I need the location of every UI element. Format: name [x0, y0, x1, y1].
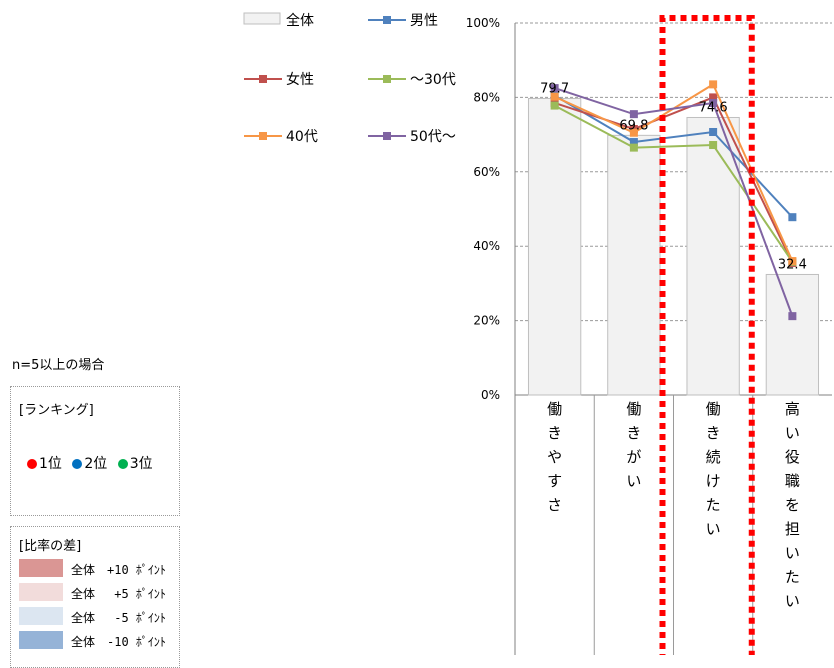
bar-1: [607, 134, 661, 396]
diff-swatch-minus5: [19, 607, 63, 625]
rank-item-2: 2位: [72, 456, 107, 472]
series-0-point: [709, 127, 718, 136]
ranking-legend-box: [ランキング] 1位 2位 3位: [10, 386, 180, 516]
highlight-frame: [659, 15, 755, 655]
x-category-label: い: [626, 472, 641, 490]
diff-label-plus10: 全体 +10 ﾎﾟｲﾝﾄ: [71, 563, 166, 577]
diff-label-plus5: 全体 +5 ﾎﾟｲﾝﾄ: [71, 587, 166, 601]
diff-item-minus5: 全体 -5 ﾎﾟｲﾝﾄ: [19, 607, 177, 627]
series-2-point: [629, 143, 638, 152]
legend-swatch-marker: [383, 132, 391, 140]
x-category-label: 働: [547, 400, 562, 418]
x-category-label: き: [626, 424, 641, 442]
diff-item-plus10: 全体 +10 ﾎﾟｲﾝﾄ: [19, 559, 177, 579]
series-0-point: [788, 213, 797, 222]
series-4-point: [629, 110, 638, 119]
y-tick-label: 60%: [473, 165, 500, 179]
x-category-label: き: [547, 424, 562, 442]
diff-swatch-plus5: [19, 583, 63, 601]
legend-label: ～30代: [410, 72, 456, 88]
rank-3-label: 3位: [129, 456, 153, 472]
x-category-label: や: [547, 448, 562, 466]
series-line-4: [554, 87, 794, 317]
diff-item-minus10: 全体 -10 ﾎﾟｲﾝﾄ: [19, 631, 177, 651]
bar-value-label: 69.8: [619, 118, 648, 133]
bar-value-label: 32.4: [778, 257, 807, 272]
rank-item-1: 1位: [27, 456, 62, 472]
series-3-point: [629, 128, 638, 137]
x-category-label: た: [785, 568, 800, 586]
x-category-label: 働: [626, 400, 641, 418]
x-category-label: い: [785, 592, 800, 610]
x-category-label: き: [706, 424, 721, 442]
legend-label: 全体: [286, 12, 314, 29]
series-0-point: [629, 138, 638, 147]
x-category-label: い: [785, 424, 800, 442]
x-category-label: い: [785, 544, 800, 562]
x-category-label: が: [626, 448, 641, 466]
bar-value-label: 74.6: [699, 100, 728, 115]
diff-label-minus10: 全体 -10 ﾎﾟｲﾝﾄ: [71, 635, 166, 649]
legend-label: 50代～: [410, 129, 456, 145]
diff-item-plus5: 全体 +5 ﾎﾟｲﾝﾄ: [19, 583, 177, 603]
rank-1-label: 1位: [39, 456, 62, 472]
legend-label: 女性: [286, 71, 314, 88]
x-category-label: い: [706, 520, 721, 538]
x-category-label: を: [785, 496, 800, 514]
series-3-point: [550, 92, 559, 101]
x-category-label: さ: [547, 496, 562, 514]
series-4-point: [788, 312, 797, 321]
x-category-label: 続: [706, 448, 721, 466]
legend-swatch-marker: [383, 75, 391, 83]
legend-swatch-bar: [243, 12, 281, 25]
ratio-diff-legend-box: [比率の差] 全体 +10 ﾎﾟｲﾝﾄ 全体 +5 ﾎﾟｲﾝﾄ 全体 -5 ﾎﾟ…: [10, 526, 180, 668]
rank-2-dot-icon: [72, 459, 83, 469]
rank-item-3: 3位: [117, 456, 153, 472]
rank-2-label: 2位: [84, 456, 108, 472]
legend-label: 40代: [286, 129, 318, 145]
diff-swatch-plus10: [19, 559, 63, 577]
series-2-point: [709, 141, 718, 150]
x-category-label: 働: [706, 400, 721, 418]
y-tick-label: 80%: [473, 90, 500, 104]
sample-note: n=5以上の場合: [12, 358, 105, 373]
x-category-label: す: [547, 472, 562, 490]
bar-3: [765, 273, 820, 396]
ratio-diff-legend-title: [比率の差]: [19, 539, 82, 554]
legend-label: 男性: [410, 13, 438, 29]
series-4-point: [550, 84, 559, 93]
diff-label-minus5: 全体 -5 ﾎﾟｲﾝﾄ: [71, 611, 166, 625]
series-4-point: [709, 98, 718, 107]
x-category-label: た: [706, 496, 721, 514]
rank-3-dot-icon: [117, 459, 128, 469]
x-category-label: 職: [785, 472, 800, 490]
y-tick-label: 100%: [466, 16, 500, 30]
series-3-point: [709, 80, 718, 89]
ranking-legend-title: [ランキング]: [19, 403, 94, 418]
bar-0: [527, 98, 582, 396]
series-line-3: [554, 82, 794, 262]
x-category-label: 担: [785, 520, 800, 538]
series-3-point: [788, 257, 797, 266]
y-tick-label: 0%: [481, 388, 500, 402]
series-1-point: [709, 93, 718, 102]
y-tick-label: 40%: [473, 239, 500, 253]
bar-value-label: 79.7: [540, 82, 569, 97]
legend-swatch-marker: [383, 16, 391, 24]
ranking-legend-items: 1位 2位 3位: [27, 453, 159, 473]
rank-1-dot-icon: [27, 459, 37, 469]
series-2-point: [550, 101, 559, 110]
legend-swatch-marker: [259, 132, 267, 140]
legend-swatch-marker: [259, 75, 267, 83]
x-category-label: け: [706, 472, 721, 490]
y-tick-label: 20%: [473, 314, 500, 328]
bar-2: [686, 116, 740, 396]
x-category-label: 役: [785, 448, 800, 466]
x-category-label: 高: [785, 400, 800, 418]
diff-swatch-minus10: [19, 631, 63, 649]
